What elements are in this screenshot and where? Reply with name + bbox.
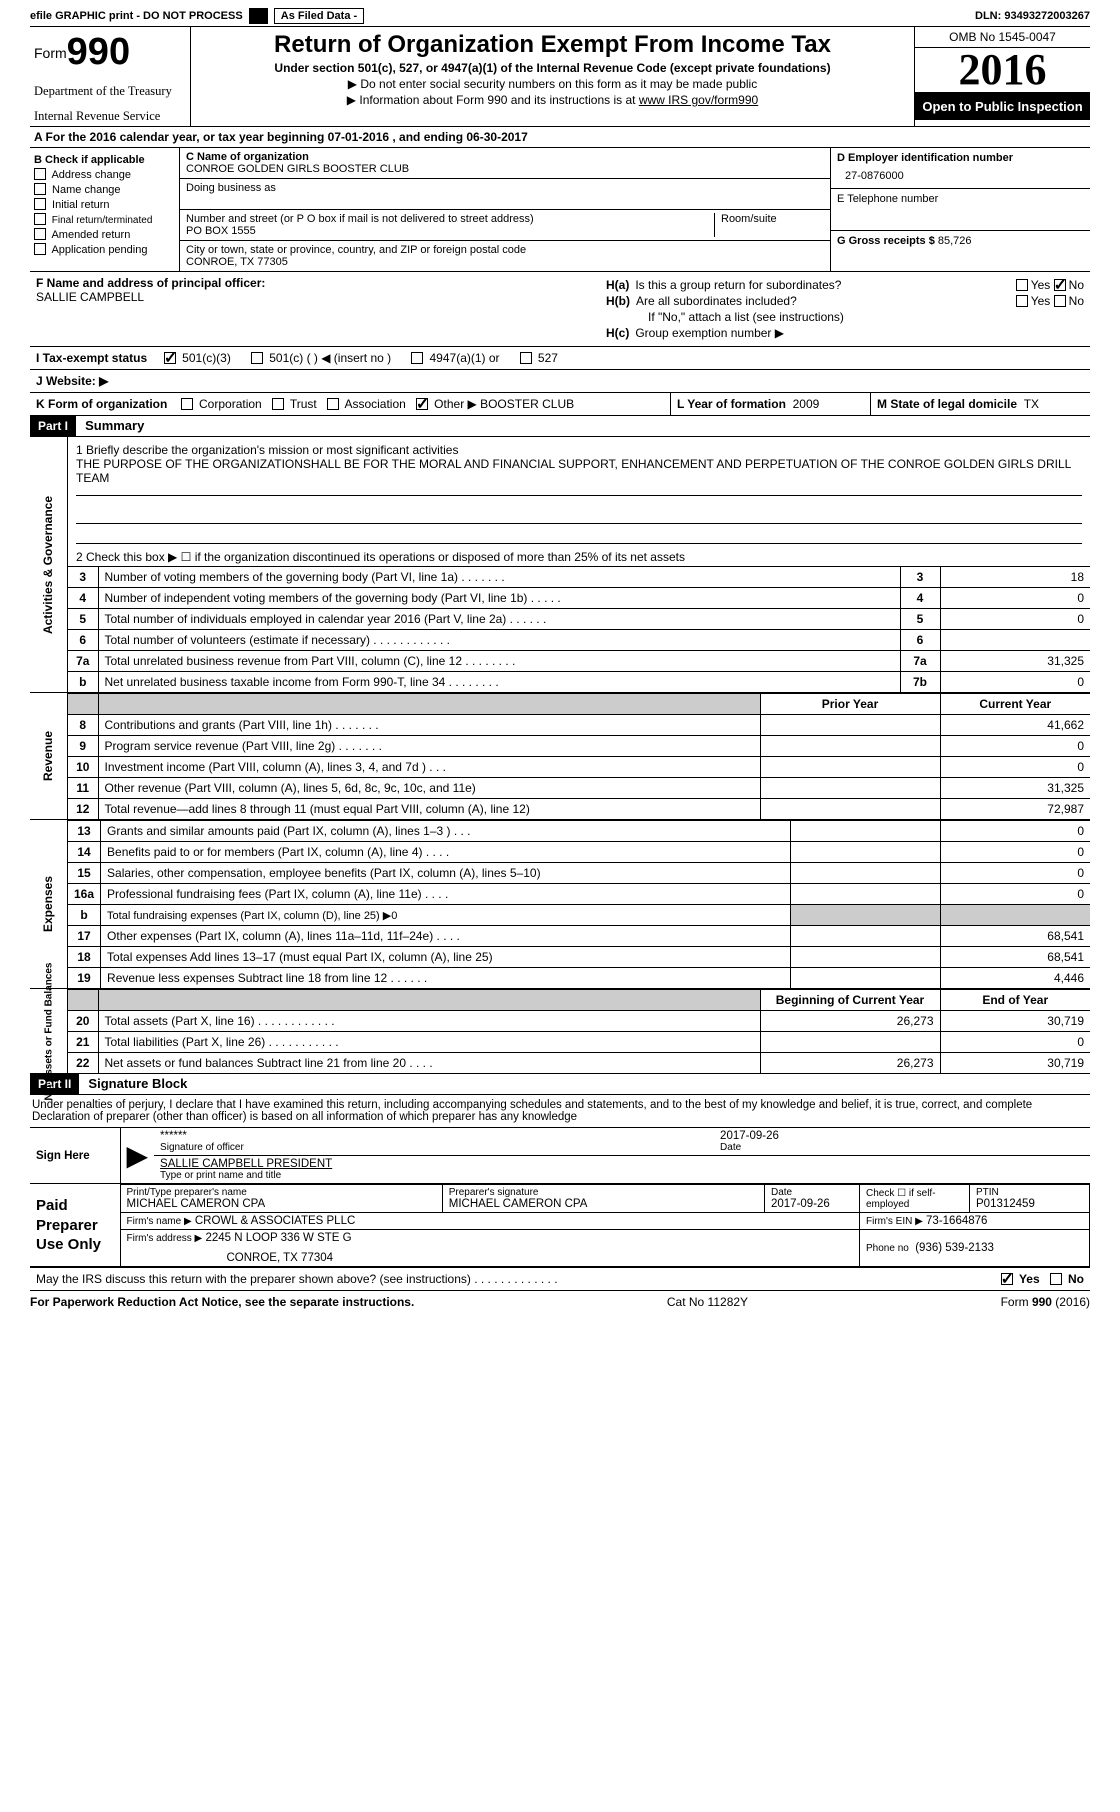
signature-table: Sign Here ▶ ****** Signature of officer …: [30, 1128, 1090, 1184]
do-not-process: [249, 8, 268, 24]
checkbox[interactable]: [34, 168, 46, 180]
gross-receipts: 85,726: [938, 235, 972, 247]
title-block: Return of Organization Exempt From Incom…: [190, 27, 915, 127]
calendar-year-line: A For the 2016 calendar year, or tax yea…: [30, 127, 1090, 148]
checkbox[interactable]: [34, 213, 46, 225]
mission-statement: THE PURPOSE OF THE ORGANIZATIONSHALL BE …: [76, 457, 1082, 496]
form-number-block: Form990 Department of the Treasury Inter…: [30, 27, 190, 127]
section-b: B Check if applicable Address change Nam…: [30, 148, 180, 271]
ein: 27-0876000: [837, 170, 1084, 182]
as-filed-label: As Filed Data -: [274, 8, 364, 24]
net-assets-table: Beginning of Current YearEnd of Year20To…: [68, 989, 1090, 1073]
form-title: Return of Organization Exempt From Incom…: [197, 31, 908, 59]
sec-b-option: Final return/terminated: [34, 213, 175, 226]
irs-link[interactable]: www IRS gov/form990: [639, 93, 758, 107]
dln: DLN: 93493272003267: [975, 10, 1090, 22]
entity-info-grid: B Check if applicable Address change Nam…: [30, 148, 1090, 272]
city-state-zip: CONROE, TX 77305: [186, 256, 824, 268]
sec-b-option: Name change: [34, 183, 175, 196]
discuss-question: May the IRS discuss this return with the…: [30, 1267, 1090, 1291]
page-footer: For Paperwork Reduction Act Notice, see …: [30, 1291, 1090, 1309]
section-k-l-m: K Form of organization Corporation Trust…: [30, 393, 1090, 416]
year-block: OMB No 1545-0047 2016 Open to Public Ins…: [915, 27, 1090, 127]
part-1-header: Part I Summary: [30, 416, 1090, 437]
part-2-header: Part II Signature Block: [30, 1074, 1090, 1095]
checkbox[interactable]: [34, 228, 46, 240]
checkbox[interactable]: [34, 198, 46, 210]
org-name: CONROE GOLDEN GIRLS BOOSTER CLUB: [186, 163, 824, 175]
sec-b-option: Amended return: [34, 228, 175, 241]
open-to-public: Open to Public Inspection: [915, 93, 1090, 120]
efile-notice: efile GRAPHIC print - DO NOT PROCESS: [30, 10, 243, 22]
sec-b-option: Initial return: [34, 198, 175, 211]
expenses-table: 13Grants and similar amounts paid (Part …: [68, 820, 1090, 988]
h-a-yes[interactable]: [1016, 279, 1028, 291]
501c3-checkbox[interactable]: [164, 352, 176, 364]
expenses-section: Expenses 13Grants and similar amounts pa…: [30, 820, 1090, 989]
form-990-page: efile GRAPHIC print - DO NOT PROCESS As …: [0, 0, 1120, 1329]
form-header: Form990 Department of the Treasury Inter…: [30, 26, 1090, 127]
h-b-yes[interactable]: [1016, 295, 1028, 307]
sec-b-option: Application pending: [34, 243, 175, 256]
sign-arrow-icon: ▶: [120, 1128, 154, 1184]
top-bar: efile GRAPHIC print - DO NOT PROCESS As …: [30, 8, 1090, 24]
governance-table: 3Number of voting members of the governi…: [68, 566, 1090, 692]
net-assets-section: Net Assets or Fund Balances Beginning of…: [30, 989, 1090, 1074]
checkbox[interactable]: [34, 243, 46, 255]
principal-officer: SALLIE CAMPBELL: [36, 290, 594, 304]
h-b-no[interactable]: [1054, 295, 1066, 307]
section-j: J Website: ▶: [30, 370, 1090, 393]
sec-b-option: Address change: [34, 168, 175, 181]
checkbox[interactable]: [34, 183, 46, 195]
preparer-table: Paid Preparer Use Only Print/Type prepar…: [30, 1184, 1090, 1267]
perjury-statement: Under penalties of perjury, I declare th…: [30, 1095, 1090, 1128]
section-f-h: F Name and address of principal officer:…: [30, 272, 1090, 347]
street-address: PO BOX 1555: [186, 225, 714, 237]
section-d-e-g: D Employer identification number 27-0876…: [830, 148, 1090, 271]
revenue-section: Revenue Prior YearCurrent Year8Contribut…: [30, 693, 1090, 820]
activities-governance: Activities & Governance 1 Briefly descri…: [30, 437, 1090, 693]
discuss-no[interactable]: [1050, 1273, 1062, 1285]
revenue-table: Prior YearCurrent Year8Contributions and…: [68, 693, 1090, 819]
discuss-yes[interactable]: [1001, 1273, 1013, 1285]
tax-year: 2016: [915, 48, 1090, 93]
section-c: C Name of organization CONROE GOLDEN GIR…: [180, 148, 830, 271]
section-i: I Tax-exempt status 501(c)(3) 501(c) ( )…: [30, 347, 1090, 370]
h-a-no[interactable]: [1054, 279, 1066, 291]
